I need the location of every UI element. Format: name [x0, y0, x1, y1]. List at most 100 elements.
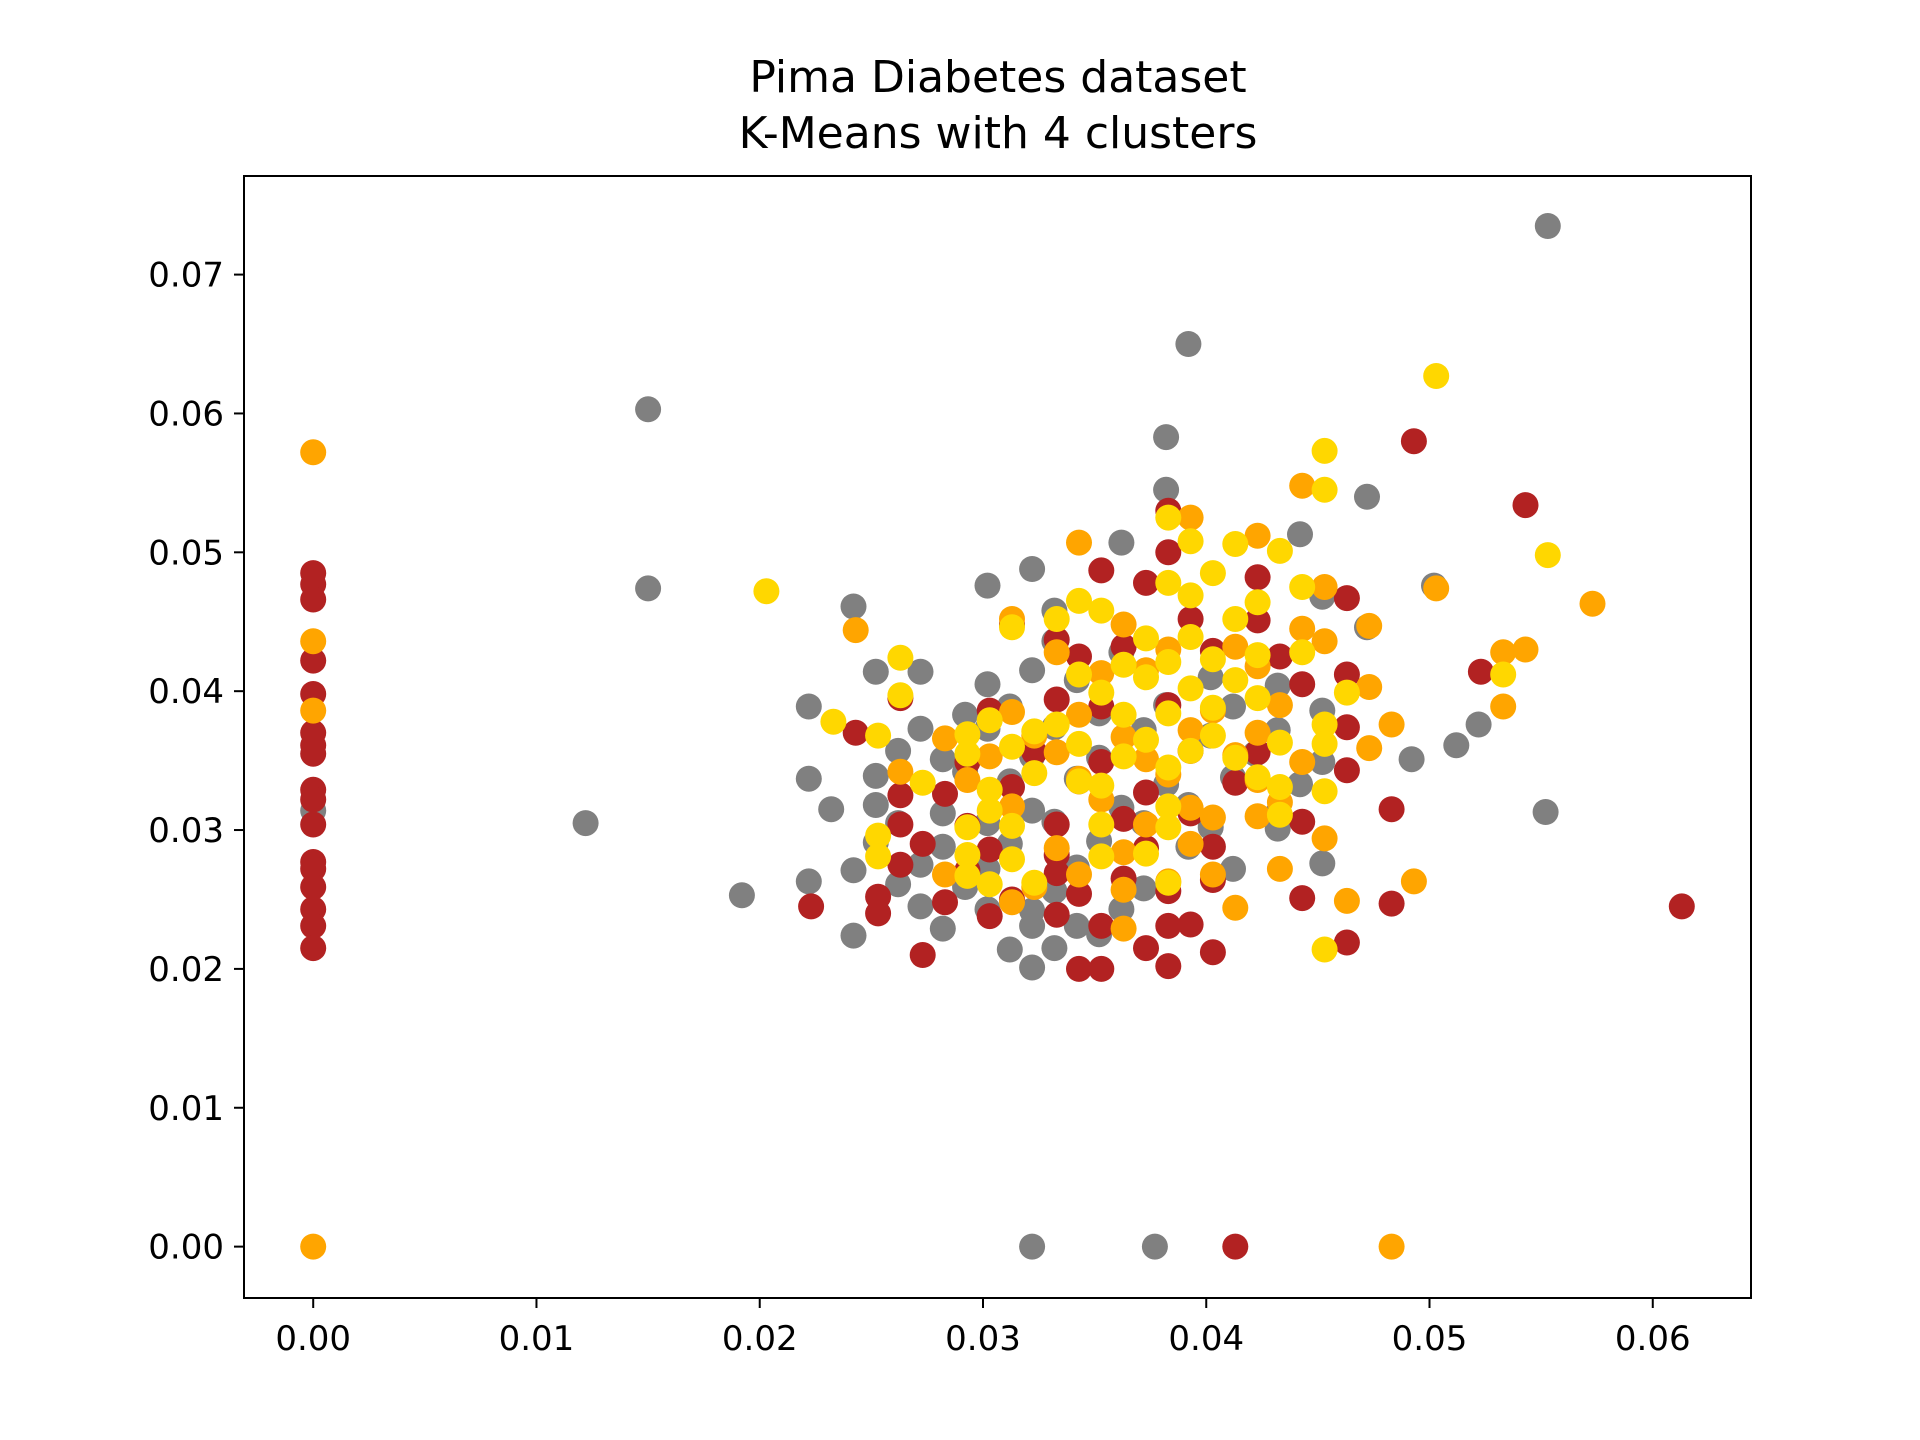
y-tick-label: 0.03 — [148, 811, 224, 851]
chart-title: Pima Diabetes dataset — [749, 52, 1246, 103]
data-point — [1311, 628, 1338, 655]
data-point — [999, 812, 1025, 839]
data-point — [976, 707, 1003, 734]
data-point — [728, 882, 755, 909]
data-point — [1512, 492, 1539, 519]
y-tick-label: 0.07 — [148, 256, 224, 296]
data-point — [1266, 692, 1293, 719]
data-point — [1133, 664, 1159, 691]
data-point — [635, 575, 662, 602]
data-point — [1356, 735, 1383, 762]
data-point — [1043, 901, 1070, 928]
data-point — [1220, 855, 1246, 882]
data-point — [932, 861, 958, 888]
data-point — [1354, 483, 1380, 510]
data-point — [1244, 764, 1271, 791]
data-point — [1019, 912, 1046, 939]
data-point — [1199, 722, 1226, 749]
data-point — [1088, 660, 1115, 687]
data-point — [1155, 504, 1182, 531]
data-point — [1467, 658, 1494, 685]
data-point — [1244, 607, 1271, 634]
data-point — [1244, 522, 1271, 549]
data-point — [1443, 732, 1470, 759]
data-point — [1244, 739, 1271, 766]
data-point — [795, 693, 822, 720]
data-point — [1222, 531, 1249, 557]
data-point — [1133, 811, 1159, 838]
data-point — [1043, 860, 1070, 887]
data-point — [1155, 869, 1182, 896]
data-point — [1222, 633, 1249, 660]
data-point — [907, 893, 934, 920]
data-point — [1177, 911, 1204, 938]
data-point — [1155, 569, 1182, 596]
data-point — [954, 814, 981, 841]
data-point — [1088, 557, 1115, 584]
data-point — [1423, 575, 1450, 602]
data-point — [1088, 955, 1115, 982]
data-point — [862, 762, 889, 789]
data-point — [1199, 861, 1226, 888]
data-point — [1177, 794, 1204, 821]
data-point — [1199, 560, 1226, 587]
data-point — [1043, 639, 1070, 666]
data-point — [974, 572, 1001, 599]
data-point — [1289, 615, 1316, 642]
data-point — [1153, 476, 1180, 503]
data-point — [1333, 757, 1360, 784]
data-point — [1110, 611, 1137, 638]
data-point — [1222, 769, 1249, 796]
data-point — [1311, 825, 1338, 852]
data-point — [1110, 915, 1137, 942]
data-point — [795, 868, 822, 895]
data-point — [1043, 811, 1070, 838]
data-point — [976, 871, 1003, 898]
data-point — [1041, 935, 1068, 962]
data-point — [996, 936, 1023, 963]
data-point — [1378, 796, 1405, 823]
data-point — [954, 862, 981, 889]
data-point — [976, 797, 1003, 824]
data-point — [1378, 890, 1405, 917]
y-tick-label: 0.05 — [148, 533, 224, 573]
data-point — [1490, 639, 1517, 666]
data-point — [1043, 686, 1070, 713]
data-point — [862, 658, 889, 685]
data-point — [1133, 840, 1159, 867]
data-point — [1021, 760, 1048, 787]
data-point — [1088, 772, 1115, 799]
data-point — [1110, 633, 1137, 660]
data-point — [1220, 693, 1246, 720]
data-point — [1133, 935, 1159, 962]
data-point — [929, 800, 956, 827]
data-point — [1177, 606, 1204, 632]
data-point — [1155, 814, 1182, 841]
data-point — [818, 796, 845, 823]
data-point — [300, 786, 327, 813]
data-point — [300, 439, 327, 466]
data-point — [1356, 674, 1383, 700]
data-point — [865, 722, 892, 749]
x-tick-label: 0.01 — [499, 1319, 575, 1359]
data-point — [1222, 1233, 1249, 1260]
data-point — [1133, 726, 1159, 753]
data-point — [1222, 667, 1249, 694]
data-point — [635, 396, 662, 423]
data-point — [885, 871, 912, 898]
data-point — [1066, 701, 1092, 728]
data-point — [999, 614, 1025, 641]
data-point — [932, 889, 958, 916]
data-point — [1155, 649, 1182, 675]
data-point — [954, 767, 981, 793]
data-point — [1177, 504, 1204, 531]
data-point — [300, 647, 327, 674]
data-point — [1333, 929, 1360, 956]
data-point — [932, 780, 958, 807]
x-tick-label: 0.02 — [722, 1319, 798, 1359]
y-tick-label: 0.04 — [148, 672, 224, 712]
data-point — [1066, 730, 1092, 757]
data-point — [1177, 582, 1204, 609]
data-point — [999, 733, 1025, 760]
